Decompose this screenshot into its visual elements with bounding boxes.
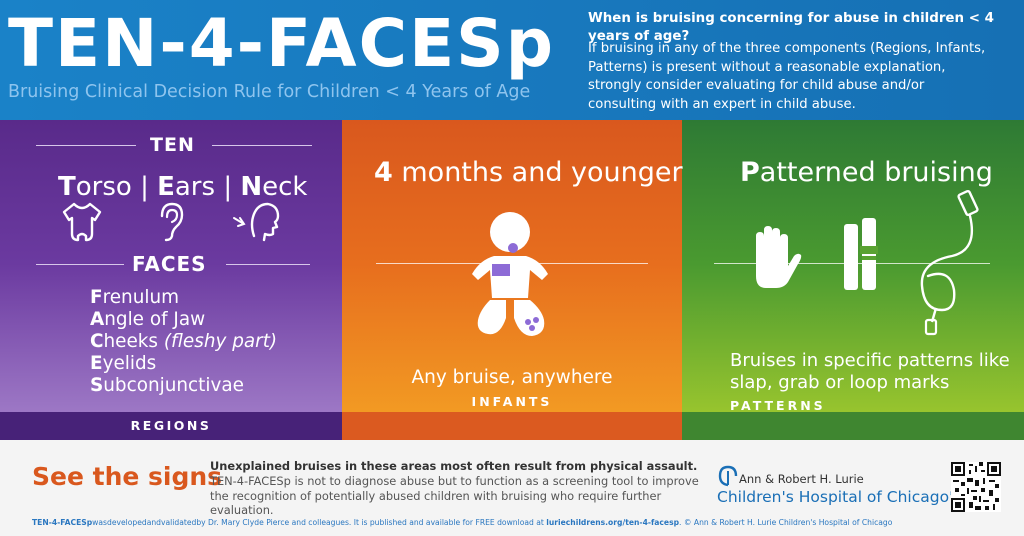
divider-right	[226, 264, 310, 265]
ten-label: TEN	[150, 134, 195, 156]
infant-icon	[472, 212, 548, 336]
infants-bar	[342, 412, 682, 440]
separator: |	[140, 172, 149, 202]
ten-initial-n: N	[240, 172, 263, 202]
hospital-logo-icon	[718, 465, 738, 487]
footer	[0, 440, 1024, 536]
logo-line2: Children's Hospital of Chicago®	[717, 488, 956, 506]
divider-left	[36, 264, 124, 265]
download-link[interactable]: luriechildrens.org/ten-4-facesp	[546, 518, 680, 527]
faces-item: Angle of Jaw	[90, 309, 206, 330]
patterns-caption: Bruises in specific patterns like slap, …	[730, 350, 1010, 393]
divider-left	[36, 145, 136, 146]
footer-description: TEN-4-FACESp is not to diagnose abuse bu…	[210, 474, 699, 517]
divider-right	[212, 145, 312, 146]
patterns-heading: Patterned bruising	[740, 157, 993, 188]
faces-item: Subconjunctivae	[90, 375, 244, 396]
regions-panel	[0, 120, 342, 440]
faces-item: Eyelids	[90, 353, 157, 374]
ten-initial-e: E	[157, 172, 175, 202]
footer-bold-line: Unexplained bruises in these areas most …	[210, 459, 698, 473]
separator: |	[223, 172, 233, 202]
infants-heading: 4 months and younger	[374, 157, 683, 188]
patterns-bar	[682, 412, 1024, 440]
faces-list: Frenulum Angle of Jaw Cheeks (fleshy par…	[90, 287, 277, 397]
header-banner	[0, 0, 1024, 120]
regions-bar: REGIONS	[0, 412, 342, 440]
faces-item: Frenulum	[90, 287, 180, 308]
neck-icon	[233, 202, 280, 242]
patterns-label: PATTERNS	[730, 398, 826, 413]
hand-icon	[756, 226, 802, 288]
infants-caption: Any bruise, anywhere	[411, 367, 613, 388]
see-the-signs: See the signs	[32, 462, 223, 491]
question-heading: When is bruising concerning for abuse in…	[588, 11, 994, 44]
faces-label: FACES	[132, 252, 207, 276]
qr-code-icon	[951, 462, 1001, 512]
infants-label: INFANTS	[471, 394, 553, 409]
logo-line1: Ann & Robert H. Lurie	[739, 472, 864, 486]
ten-rest-neck: eck	[262, 172, 308, 202]
ten-rest-ears: ars	[174, 172, 216, 202]
credits-line: TEN-4-FACESpwasdevelopedandvalidatedby D…	[32, 518, 893, 527]
faces-item: Cheeks (fleshy part)	[90, 331, 278, 352]
cord-icon	[920, 189, 979, 336]
question-answer: If bruising in any of the three componen…	[588, 41, 986, 112]
ten-rest-torso: orso	[75, 172, 132, 202]
belt-icon	[844, 218, 878, 290]
page-title: TEN-4-FACESp	[8, 5, 555, 82]
onesie-icon	[62, 202, 102, 242]
page-subtitle: Bruising Clinical Decision Rule for Chil…	[8, 82, 531, 102]
ear-icon	[160, 202, 184, 242]
ten-initial-t: T	[58, 172, 76, 202]
ten-list: Torso | Ears | Neck	[58, 172, 307, 202]
